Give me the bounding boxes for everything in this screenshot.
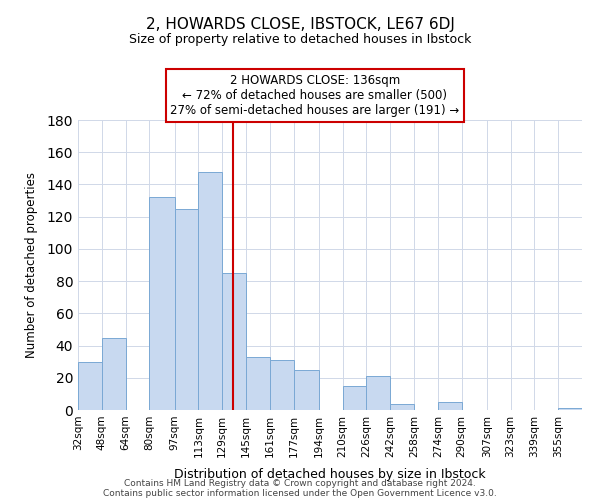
Bar bbox=[343, 386, 367, 410]
Bar bbox=[199, 172, 222, 410]
Bar bbox=[175, 208, 199, 410]
X-axis label: Distribution of detached houses by size in Ibstock: Distribution of detached houses by size … bbox=[174, 468, 486, 481]
Bar bbox=[222, 273, 246, 410]
Text: Contains HM Land Registry data © Crown copyright and database right 2024.: Contains HM Land Registry data © Crown c… bbox=[124, 478, 476, 488]
Bar bbox=[293, 370, 319, 410]
Bar bbox=[558, 408, 582, 410]
Bar bbox=[438, 402, 461, 410]
Y-axis label: Number of detached properties: Number of detached properties bbox=[25, 172, 38, 358]
Text: 2, HOWARDS CLOSE, IBSTOCK, LE67 6DJ: 2, HOWARDS CLOSE, IBSTOCK, LE67 6DJ bbox=[146, 18, 454, 32]
Bar bbox=[390, 404, 414, 410]
Bar bbox=[246, 357, 270, 410]
Bar bbox=[367, 376, 390, 410]
Text: Size of property relative to detached houses in Ibstock: Size of property relative to detached ho… bbox=[129, 32, 471, 46]
Bar bbox=[149, 198, 175, 410]
Bar bbox=[102, 338, 125, 410]
Bar bbox=[78, 362, 102, 410]
Bar bbox=[270, 360, 293, 410]
Text: Contains public sector information licensed under the Open Government Licence v3: Contains public sector information licen… bbox=[103, 488, 497, 498]
Text: 2 HOWARDS CLOSE: 136sqm
← 72% of detached houses are smaller (500)
27% of semi-d: 2 HOWARDS CLOSE: 136sqm ← 72% of detache… bbox=[170, 74, 460, 117]
